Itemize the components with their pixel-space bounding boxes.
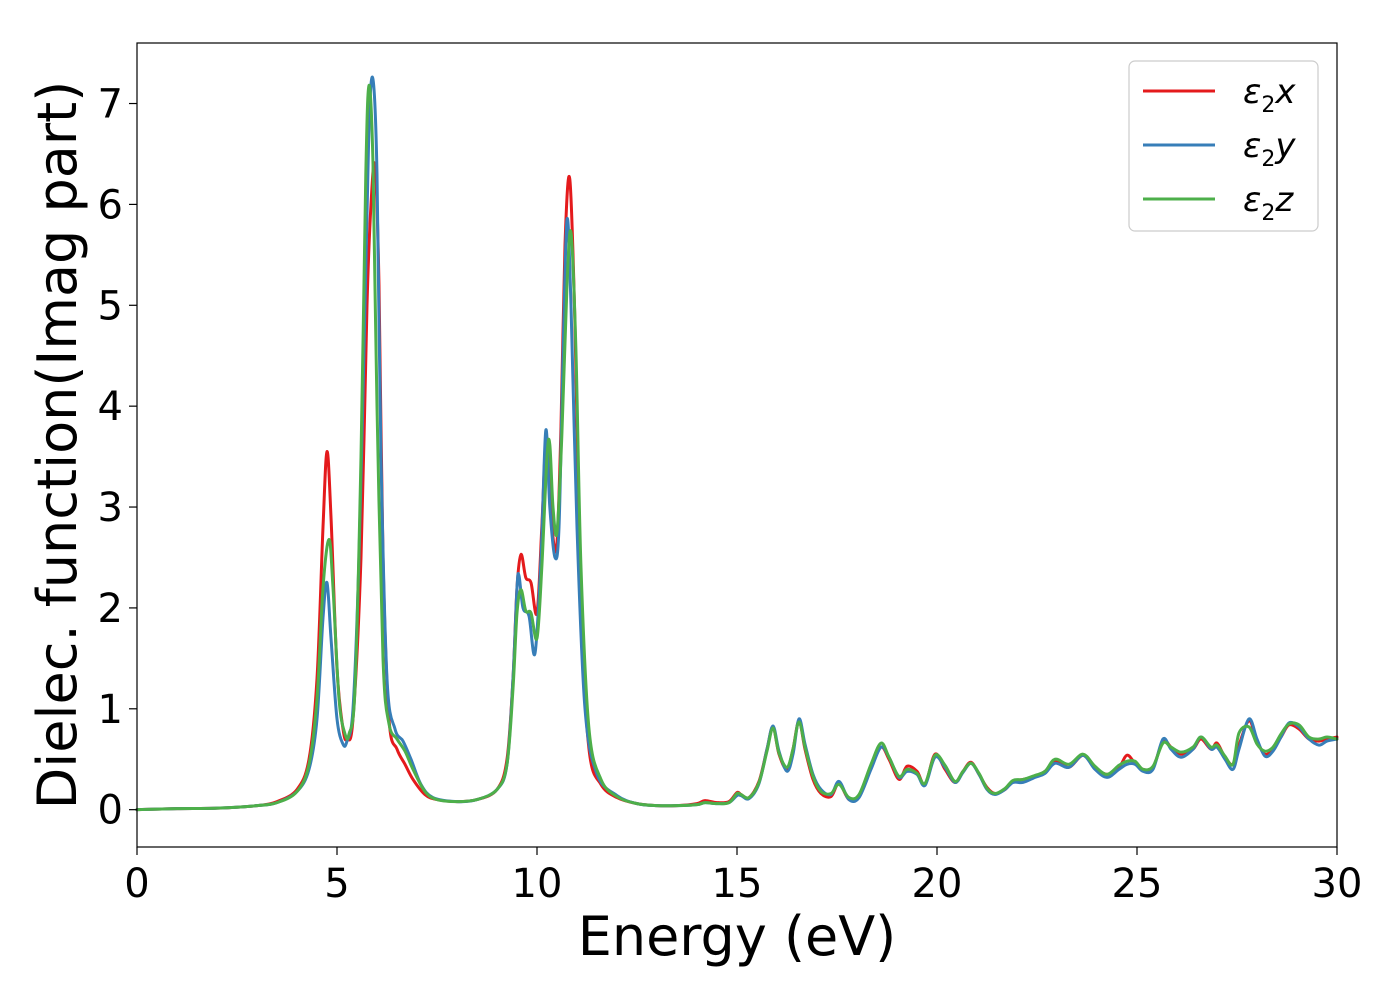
x-tick-label: 20	[912, 861, 963, 907]
x-tick-label: 25	[1112, 861, 1163, 907]
x-axis-title: Energy (eV)	[578, 905, 897, 968]
y-tick-label: 6	[98, 182, 123, 228]
x-tick-label: 10	[512, 861, 563, 907]
x-tick-label: 30	[1312, 861, 1363, 907]
series-lines	[135, 75, 1339, 812]
y-tick-label: 1	[98, 687, 123, 733]
y-tick-label: 7	[98, 82, 123, 128]
y-tick-label: 2	[98, 586, 123, 632]
legend-box	[1128, 60, 1319, 232]
y-tick-label: 4	[98, 384, 123, 430]
x-tick-label: 15	[712, 861, 763, 907]
y-tick-label: 5	[98, 283, 123, 329]
y-axis-ticks: 0 1 2 3 4 5 6 7	[98, 82, 137, 834]
legend-label-z: ε2z	[1243, 180, 1294, 226]
series-line-z	[135, 83, 1339, 812]
y-tick-label: 3	[98, 485, 123, 531]
y-axis-title: Dielec. function(Imag part)	[26, 81, 89, 810]
legend-label-y: ε2y	[1243, 126, 1296, 172]
x-tick-label: 0	[124, 861, 149, 907]
legend: ε2x ε2y ε2z	[1128, 60, 1319, 232]
x-axis-ticks: 0 5 10 15 20 25 30	[124, 847, 1362, 907]
legend-label-x: ε2x	[1243, 72, 1296, 118]
x-tick-label: 5	[324, 861, 349, 907]
y-tick-label: 0	[98, 788, 123, 834]
